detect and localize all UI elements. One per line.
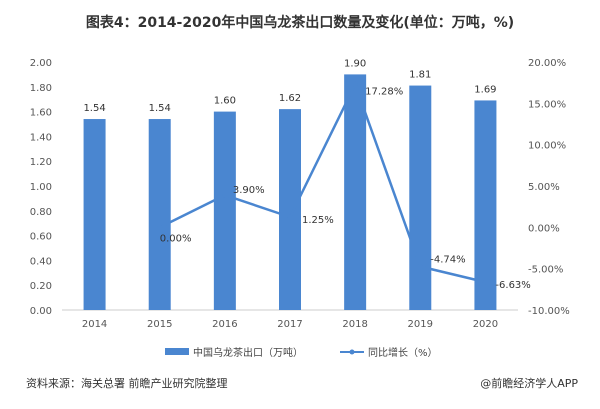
left-axis-tick: 0.40 [30, 256, 52, 267]
growth-data-label: -6.63% [495, 280, 530, 291]
bar [83, 119, 106, 310]
left-axis-tick: 1.00 [30, 182, 52, 193]
legend-line-swatch [340, 349, 364, 354]
left-axis-tick: 0.20 [30, 281, 52, 292]
growth-data-label: 0.00% [160, 233, 192, 244]
growth-point [482, 279, 488, 285]
x-axis-tick: 2018 [342, 319, 367, 330]
x-axis-tick: 2017 [277, 319, 302, 330]
x-axis-tick: 2015 [147, 319, 172, 330]
legend-bar-swatch [165, 348, 189, 355]
bar-data-label: 1.90 [344, 58, 366, 69]
x-axis-tick: 2014 [82, 319, 107, 330]
bar [148, 119, 171, 310]
bar [409, 85, 432, 310]
x-axis-tick: 2019 [408, 319, 433, 330]
bar [213, 111, 236, 310]
x-axis-tick: 2016 [212, 319, 237, 330]
left-axis-tick: 1.80 [30, 83, 52, 94]
right-axis-tick: 0.00% [528, 223, 560, 234]
legend-bar-label: 中国乌龙茶出口（万吨） [193, 348, 303, 359]
legend-item-line: 同比增长（%） [340, 344, 438, 359]
right-axis-tick: -5.00% [528, 265, 563, 276]
growth-point [287, 214, 293, 220]
left-axis-tick: 1.20 [30, 157, 52, 168]
left-axis-tick: 2.00 [30, 58, 52, 69]
left-axis-tick: 0.00 [30, 306, 52, 317]
bar-data-label: 1.60 [214, 96, 236, 107]
bar-data-label: 1.62 [279, 93, 301, 104]
credit-note: @前瞻经济学人APP [480, 377, 578, 390]
growth-data-label: 17.28% [365, 86, 403, 97]
growth-data-label: 3.90% [233, 185, 265, 196]
x-axis-tick: 2020 [473, 319, 498, 330]
growth-line [159, 81, 486, 284]
left-axis-tick: 0.80 [30, 207, 52, 218]
growth-point [222, 192, 228, 198]
right-axis-tick: 15.00% [528, 99, 566, 110]
legend-line-label: 同比增长（%） [368, 348, 438, 359]
right-axis-tick: 20.00% [528, 58, 566, 69]
left-axis-tick: 1.40 [30, 132, 52, 143]
right-axis-tick: 10.00% [528, 141, 566, 152]
right-axis-tick: 5.00% [528, 182, 560, 193]
growth-point [352, 81, 358, 87]
growth-data-label: -4.74% [430, 255, 465, 266]
bar [474, 100, 497, 310]
bar-data-label: 1.81 [409, 70, 431, 81]
bar-data-label: 1.54 [83, 103, 105, 114]
legend-item-bar: 中国乌龙茶出口（万吨） [165, 344, 303, 359]
left-axis-tick: 0.60 [30, 232, 52, 243]
growth-point [417, 264, 423, 270]
bar [344, 74, 367, 311]
left-axis-tick: 1.60 [30, 108, 52, 119]
bar-data-label: 1.54 [149, 103, 171, 114]
source-note: 资料来源：海关总署 前瞻产业研究院整理 [26, 377, 228, 390]
growth-point [157, 224, 163, 230]
growth-data-label: 1.25% [302, 215, 334, 226]
bar-data-label: 1.69 [474, 84, 496, 95]
chart-plot: 0.00 0.20 0.40 0.60 0.80 1.00 1.20 1.40 1.60 1.80… [30, 58, 570, 330]
bar [279, 109, 301, 311]
chart-title: 图表4：2014-2020年中国乌龙茶出口数量及变化(单位：万吨，%) [85, 15, 515, 31]
right-axis-tick: -10.00% [528, 306, 570, 317]
